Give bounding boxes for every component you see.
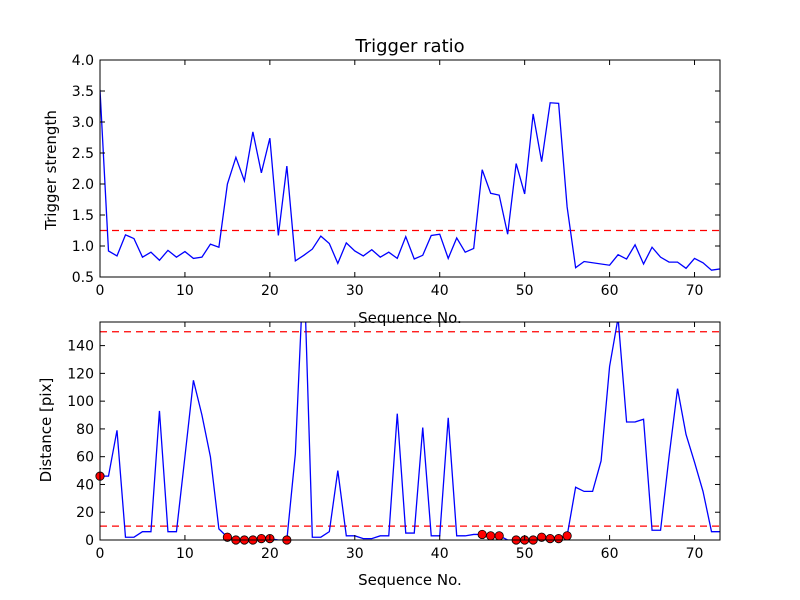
y-tick-label: 3.5	[72, 84, 94, 100]
data-marker	[554, 534, 564, 544]
y-tick-label: 40	[76, 477, 94, 493]
x-tick-label: 10	[176, 546, 194, 562]
y-tick-label: 60	[76, 450, 94, 466]
x-tick-label: 40	[431, 283, 449, 299]
chart-title: Trigger ratio	[354, 36, 464, 57]
y-tick-label: 20	[76, 505, 94, 521]
y-tick-label: 100	[67, 394, 94, 410]
x-tick-label: 30	[346, 546, 364, 562]
x-tick-label: 50	[516, 283, 534, 299]
data-marker	[486, 531, 496, 541]
y-tick-label: 0.5	[72, 270, 94, 286]
y-tick-label: 1.0	[72, 239, 94, 255]
x-tick-label: 0	[96, 546, 105, 562]
y-axis-label: Trigger strength	[42, 110, 60, 231]
y-tick-label: 80	[76, 422, 94, 438]
data-marker	[222, 532, 232, 542]
y-tick-label: 1.5	[72, 208, 94, 224]
y-axis-label: Distance [pix]	[37, 378, 55, 483]
y-tick-label: 2.5	[72, 146, 94, 162]
series-line	[100, 322, 720, 540]
x-tick-label: 0	[96, 283, 105, 299]
x-tick-label: 70	[686, 283, 704, 299]
y-tick-label: 120	[67, 366, 94, 382]
y-tick-label: 2.0	[72, 177, 94, 193]
plot-frame	[99, 321, 721, 541]
x-axis-label: Sequence No.	[358, 309, 462, 327]
x-tick-label: 20	[261, 546, 279, 562]
plot-frame	[99, 59, 721, 278]
data-marker	[494, 531, 504, 541]
x-tick-label: 50	[516, 546, 534, 562]
data-marker	[545, 534, 555, 544]
x-axis-label: Sequence No.	[358, 571, 462, 589]
x-tick-label: 40	[431, 546, 449, 562]
x-tick-label: 30	[346, 283, 364, 299]
distance-chart: Distance [pix] Sequence No. 0 10 20 30 40 50 6…	[37, 321, 721, 589]
x-tick-label: 60	[601, 283, 619, 299]
x-tick-label: 70	[686, 546, 704, 562]
y-tick-label: 4.0	[72, 53, 94, 69]
x-tick-label: 10	[176, 283, 194, 299]
x-tick-label: 20	[261, 283, 279, 299]
y-tick-label: 3.0	[72, 115, 94, 131]
y-tick-label: 140	[67, 339, 94, 355]
x-tick-label: 60	[601, 546, 619, 562]
data-marker	[562, 531, 572, 541]
series-line	[100, 89, 720, 271]
data-marker	[256, 534, 266, 544]
y-tick-label: 0	[85, 533, 94, 549]
data-marker	[477, 529, 487, 540]
